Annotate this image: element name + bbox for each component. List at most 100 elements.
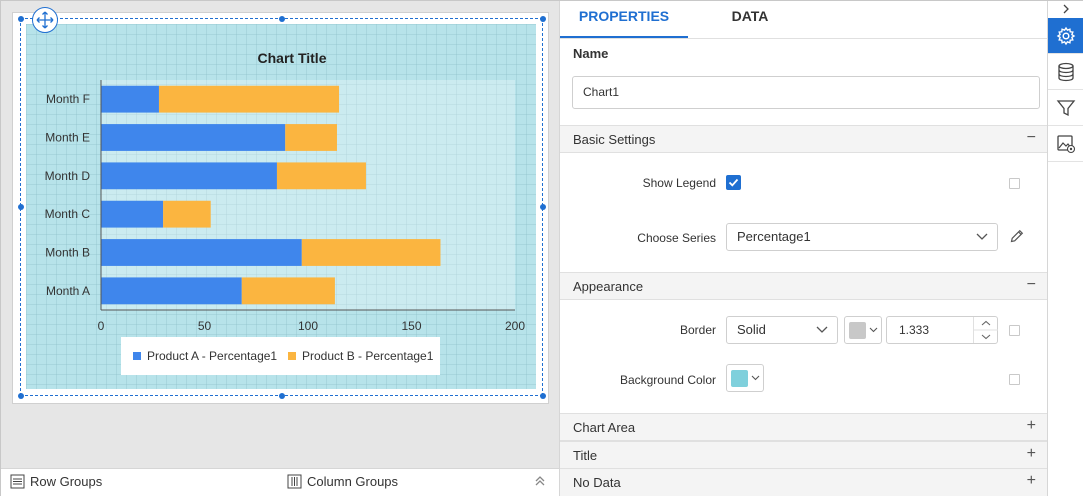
appearance-header[interactable]: Appearance − — [560, 272, 1048, 300]
category-label: Month A — [46, 284, 90, 298]
bar-a-month-b[interactable] — [101, 239, 302, 266]
resize-handle-n[interactable] — [279, 16, 285, 22]
column-groups-label: Column Groups — [307, 474, 399, 489]
bar-b-month-f[interactable] — [158, 85, 340, 113]
choose-series-dropdown[interactable]: Percentage1 — [726, 223, 998, 251]
bar-a-month-d[interactable] — [101, 162, 277, 190]
design-surface[interactable]: Chart Title Month A Month B Month C Month D… — [1, 1, 559, 468]
border-style-dropdown[interactable]: Solid — [726, 316, 838, 344]
chart[interactable]: Chart Title Month A Month B Month C Month D… — [26, 24, 536, 389]
resize-handle-sw[interactable] — [18, 393, 24, 399]
checkmark-icon — [728, 178, 739, 187]
chart-title[interactable]: Chart Title — [258, 50, 327, 66]
image-settings-icon — [1057, 134, 1076, 153]
title-section-header[interactable]: Title + — [560, 441, 1048, 469]
background-color-swatch — [731, 370, 748, 387]
bar-b-month-e[interactable] — [285, 124, 337, 151]
move-handle[interactable] — [32, 7, 58, 33]
show-legend-checkbox[interactable] — [726, 175, 741, 190]
chevron-right-icon — [1063, 4, 1069, 14]
database-icon — [1058, 62, 1074, 81]
value-tick-label: 0 — [98, 319, 105, 333]
column-groups-toggle[interactable]: Column Groups — [287, 474, 398, 489]
collapse-panel-button[interactable] — [1048, 1, 1083, 17]
background-color-label: Background Color — [619, 373, 716, 387]
border-expression-checkbox[interactable] — [1009, 325, 1020, 336]
row-groups-icon — [10, 474, 25, 489]
show-legend-expression-checkbox[interactable] — [1009, 178, 1020, 189]
move-icon — [36, 11, 54, 29]
edit-series-button[interactable] — [1009, 228, 1025, 244]
bar-a-month-c[interactable] — [101, 200, 164, 228]
properties-panel: PROPERTIES DATA Name Chart1 Basic Settin… — [559, 1, 1048, 496]
chart-area-header[interactable]: Chart Area + — [560, 413, 1048, 441]
border-width-spinner[interactable] — [973, 317, 998, 343]
chevron-down-icon — [816, 326, 828, 333]
resize-handle-e[interactable] — [540, 204, 546, 210]
value-tick-label: 150 — [401, 319, 421, 333]
expand-icon: + — [1026, 445, 1036, 462]
side-rail — [1047, 1, 1083, 496]
bar-b-month-c[interactable] — [163, 200, 211, 228]
value-tick-label: 100 — [298, 319, 318, 333]
background-expression-checkbox[interactable] — [1009, 374, 1020, 385]
bar-b-month-b[interactable] — [301, 239, 441, 266]
filter-rail-button[interactable] — [1048, 90, 1083, 126]
bar-series — [101, 85, 441, 305]
legend[interactable]: Product A - Percentage1 Product B - Perc… — [121, 337, 440, 375]
bar-b-month-a[interactable] — [241, 277, 335, 305]
border-width-input[interactable]: 1.333 — [886, 316, 998, 344]
legend-label-b: Product B - Percentage1 — [302, 349, 434, 363]
background-color-picker[interactable] — [726, 364, 764, 392]
expand-icon: + — [1026, 417, 1036, 434]
show-legend-label: Show Legend — [642, 176, 716, 190]
bar-a-month-f[interactable] — [101, 85, 159, 113]
tab-data[interactable]: DATA — [731, 8, 769, 24]
bar-a-month-e[interactable] — [101, 124, 286, 151]
tab-properties[interactable]: PROPERTIES — [560, 1, 688, 38]
legend-box — [121, 337, 440, 375]
tab-divider — [560, 38, 1048, 39]
chevron-down-icon — [869, 327, 878, 333]
name-input[interactable]: Chart1 — [572, 76, 1040, 109]
choose-series-label: Choose Series — [637, 231, 716, 245]
data-rail-button[interactable] — [1048, 54, 1083, 90]
resize-handle-w[interactable] — [18, 204, 24, 210]
resize-handle-ne[interactable] — [540, 16, 546, 22]
bar-b-month-d[interactable] — [276, 162, 366, 190]
resize-handle-se[interactable] — [540, 393, 546, 399]
border-color-picker[interactable] — [844, 316, 882, 344]
value-tick-label: 200 — [505, 319, 525, 333]
border-label: Border — [679, 323, 716, 337]
expand-groups-button[interactable] — [534, 475, 546, 487]
appearance-title: Appearance — [573, 279, 644, 294]
spinner-arrows-icon — [974, 320, 998, 340]
category-label: Month B — [45, 246, 90, 260]
choose-series-value: Percentage1 — [737, 229, 811, 244]
row-groups-toggle[interactable]: Row Groups — [10, 474, 102, 489]
collapse-icon: − — [1026, 276, 1036, 293]
legend-marker-a — [133, 352, 141, 360]
plot-area — [101, 80, 515, 310]
selection-frame — [20, 18, 543, 396]
gear-icon — [1056, 26, 1076, 45]
collapse-icon: − — [1026, 129, 1036, 146]
row-groups-label: Row Groups — [30, 474, 103, 489]
basic-settings-header[interactable]: Basic Settings − — [560, 125, 1048, 153]
category-label: Month D — [45, 169, 91, 183]
chart-background[interactable] — [26, 24, 536, 389]
resize-handle-s[interactable] — [279, 393, 285, 399]
column-groups-icon — [287, 474, 302, 489]
chart-area-title: Chart Area — [573, 420, 636, 435]
basic-settings-title: Basic Settings — [573, 132, 656, 147]
image-settings-rail-button[interactable] — [1048, 126, 1083, 162]
filter-icon — [1056, 99, 1076, 116]
properties-rail-button[interactable] — [1048, 18, 1083, 54]
resize-handle-nw[interactable] — [18, 16, 24, 22]
border-color-swatch — [849, 322, 866, 339]
bar-a-month-a[interactable] — [101, 277, 242, 305]
chevron-down-icon — [751, 375, 760, 381]
name-label: Name — [573, 46, 609, 61]
no-data-header[interactable]: No Data + — [560, 468, 1048, 496]
